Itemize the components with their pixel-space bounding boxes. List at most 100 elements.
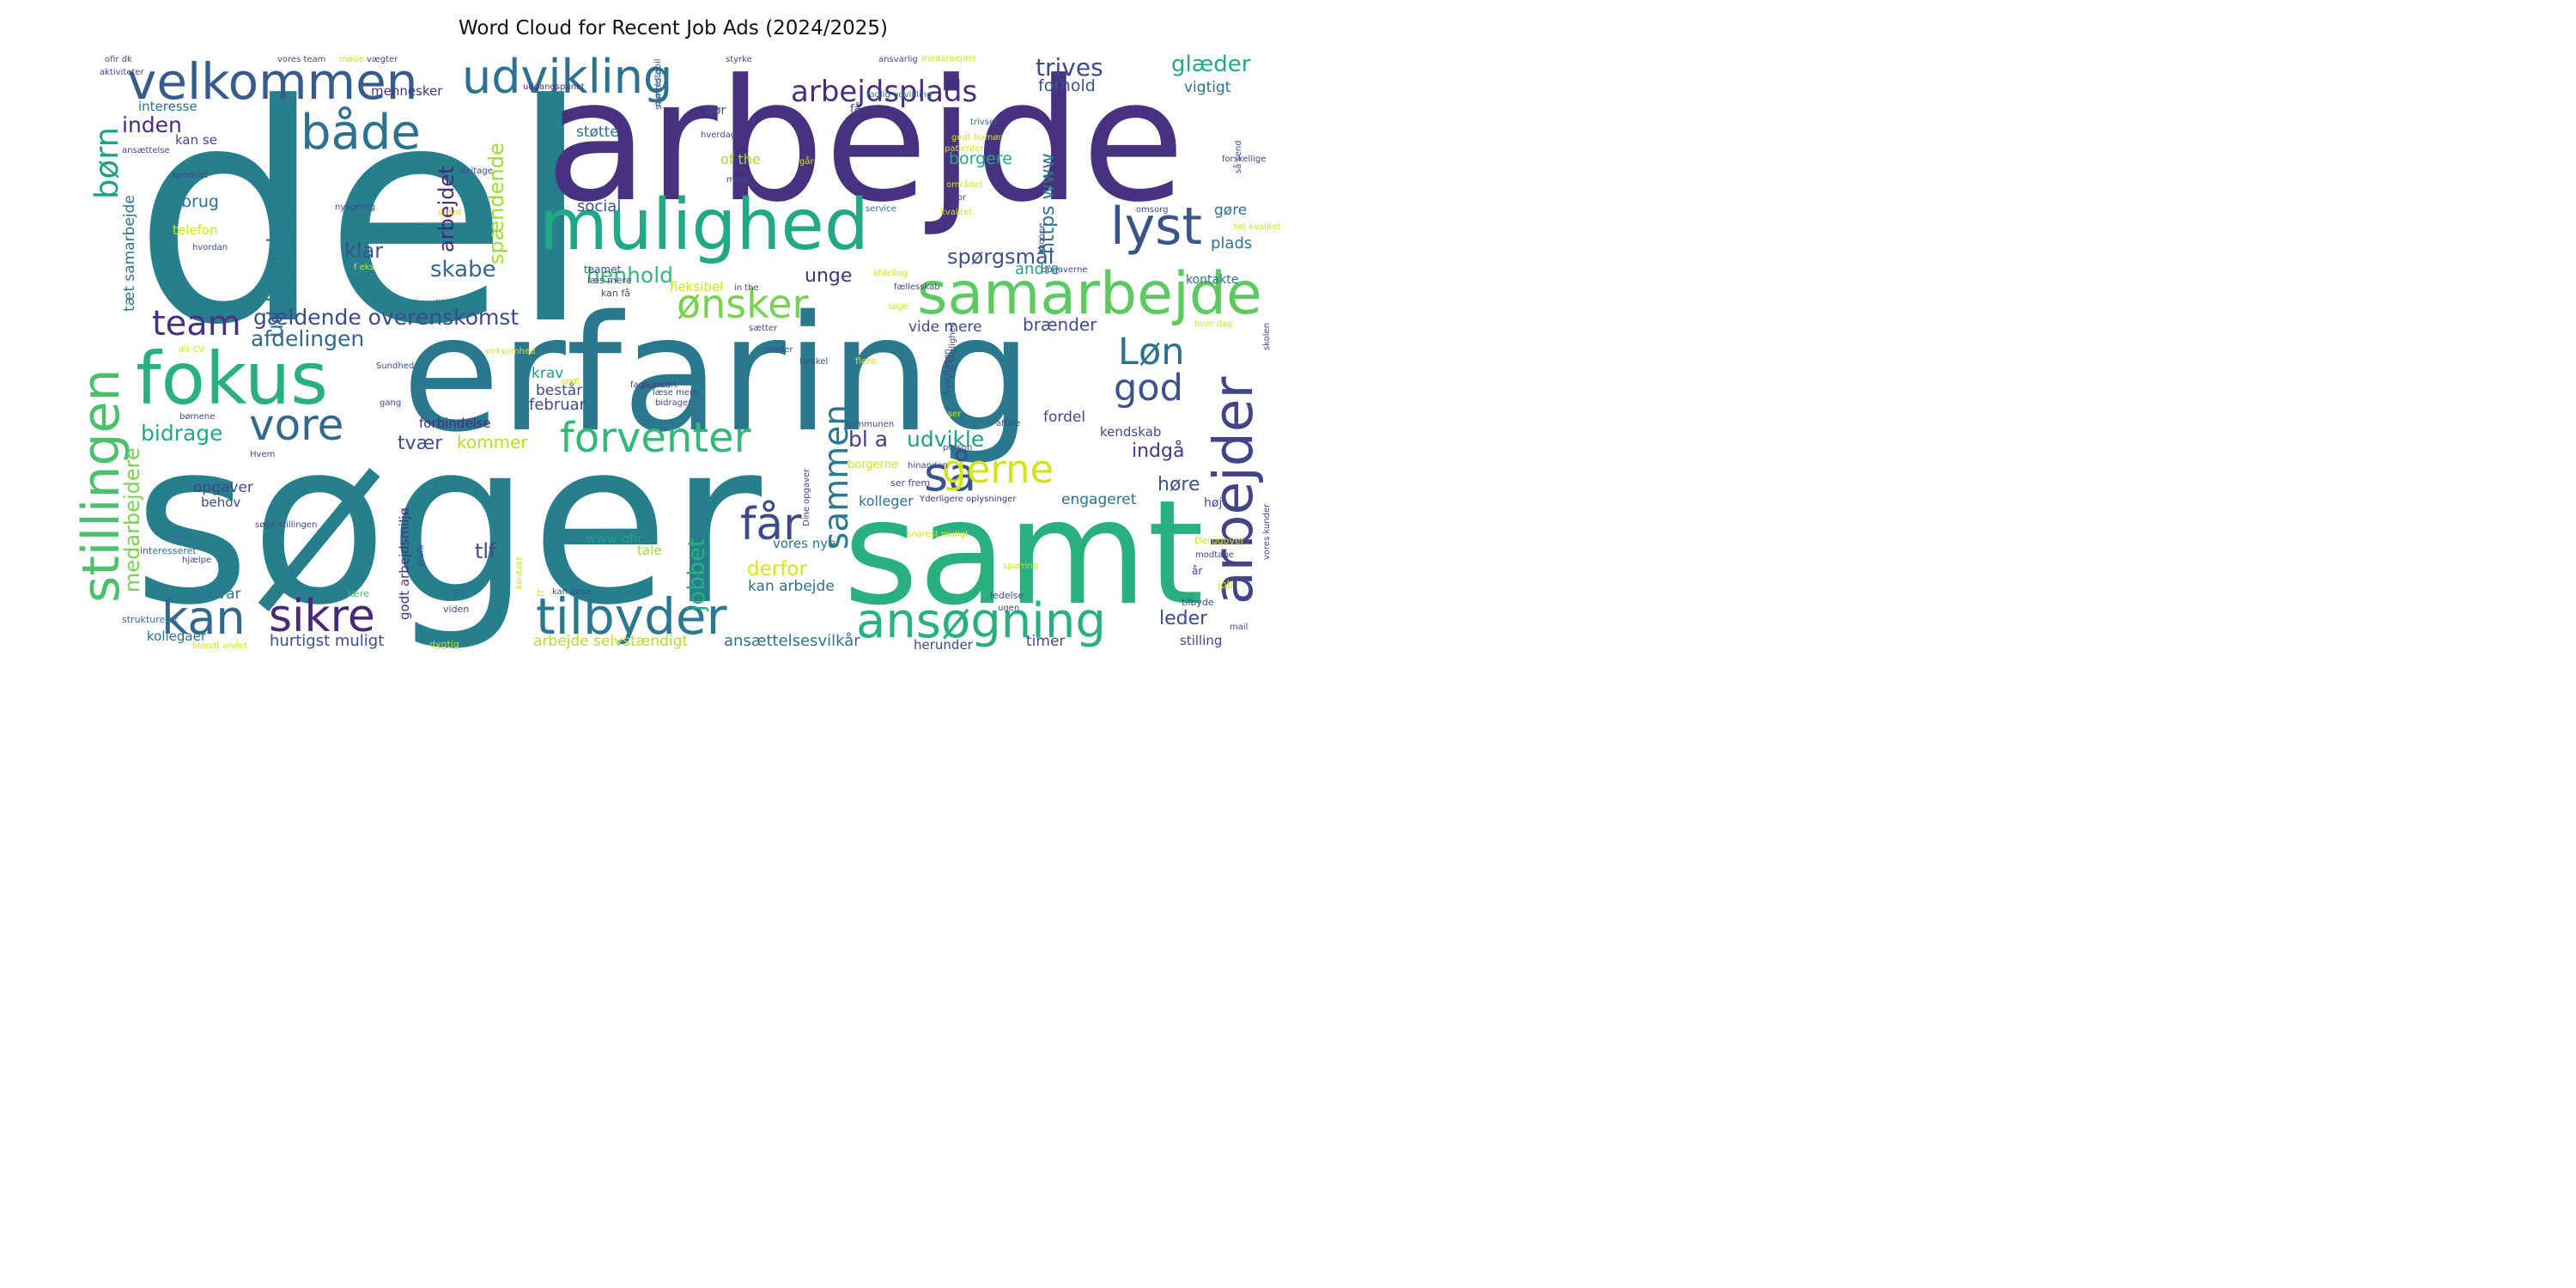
word-sammen: sammen bbox=[817, 404, 856, 550]
word-ofir-dk: ofir dk bbox=[105, 55, 132, 64]
word-henhold: henhold bbox=[586, 263, 673, 288]
word-plads: plads bbox=[1211, 234, 1252, 252]
word-lyst: lyst bbox=[1110, 197, 1202, 257]
word-ansat: ansat bbox=[438, 208, 462, 217]
word-kollegaer: kollegaer bbox=[147, 629, 207, 644]
word-møder: møder bbox=[765, 345, 793, 355]
word-udgangspunkt: udgangspunkt bbox=[523, 82, 585, 92]
word-https-www: https www bbox=[1037, 153, 1059, 254]
word-opgaver: opgaver bbox=[193, 479, 253, 496]
word-tilbyde: tilbyde bbox=[1182, 597, 1214, 608]
chart-title: Word Cloud for Recent Job Ads (2024/2025… bbox=[459, 17, 888, 39]
word-of-the: of the bbox=[720, 151, 761, 167]
word-borgere: borgere bbox=[949, 149, 1012, 168]
word-udvikle: udvikle bbox=[907, 427, 984, 452]
word-samarbejde: samarbejde bbox=[917, 260, 1262, 328]
word-unge: unge bbox=[805, 265, 852, 287]
word-altid: altid bbox=[430, 299, 449, 308]
word-ved: ved bbox=[445, 585, 469, 600]
word-gang: gang bbox=[380, 398, 401, 408]
word-ser-frem: ser frem bbox=[890, 477, 930, 489]
word-dit-cv: dit CV bbox=[179, 345, 204, 355]
word-vide-mere: vide mere bbox=[908, 319, 982, 336]
word-ansvarlig: ansvarlig bbox=[878, 55, 918, 64]
word-fordel: fordel bbox=[1043, 409, 1085, 426]
word-hverdagen: hverdagen bbox=[943, 349, 952, 395]
word-bidrage: bidrage bbox=[141, 421, 223, 446]
word-omsorg: omsorg bbox=[1136, 205, 1168, 215]
word-spørgsmål: spørgsmål bbox=[947, 244, 1054, 269]
word-skabe: skabe bbox=[430, 257, 496, 283]
word-trives: trives bbox=[1036, 53, 1103, 82]
word-konne: konne bbox=[1037, 223, 1047, 249]
word-klar: klar bbox=[344, 239, 383, 263]
word-medarbejder: medarbejder bbox=[921, 54, 977, 64]
word-aktiviteter: aktiviteter bbox=[100, 68, 144, 77]
word-fællesskab: fællesskab bbox=[894, 283, 940, 292]
word-tvær: tvær bbox=[398, 433, 443, 454]
word-dine-opgaver: Dine opgaver bbox=[802, 468, 811, 526]
word-kommer: kommer bbox=[457, 432, 528, 453]
word-indgå: indgå bbox=[1132, 440, 1184, 462]
word-snarest-muligt: snarest muligt bbox=[907, 530, 969, 539]
word-vore: vore bbox=[249, 400, 343, 450]
word-ansvar: ansvar bbox=[191, 586, 241, 603]
word-forbindelse: forbindelse bbox=[419, 416, 491, 431]
word-forventer: forventer bbox=[560, 414, 751, 462]
word-afdelingen: afdelingen bbox=[251, 326, 364, 351]
word-uddannelse: uddannelse bbox=[263, 213, 288, 337]
word-samt: samt bbox=[843, 469, 1204, 637]
word-bl-a: bl a bbox=[848, 427, 888, 452]
word-ledelse: ledelse bbox=[990, 590, 1024, 601]
word-måske: måske bbox=[162, 532, 191, 543]
word-kan-få: kan få bbox=[601, 288, 630, 299]
word-gerne: gerne bbox=[942, 447, 1054, 492]
word-fleksibel: fleksibel bbox=[670, 279, 723, 295]
word-kan-arbejde: kan arbejde bbox=[748, 578, 835, 595]
word-borgerne: borgerne bbox=[848, 459, 898, 471]
word-yderligere-oplysninger: Yderligere oplysninger bbox=[919, 495, 1017, 504]
word-området: området bbox=[946, 179, 983, 190]
word-engageret: engageret bbox=[1061, 491, 1137, 508]
word-gør: gør bbox=[706, 104, 726, 118]
word-social: social bbox=[577, 197, 621, 216]
word-arbejde: arbejde bbox=[545, 44, 1185, 240]
word-f-eks: f eks bbox=[354, 263, 374, 272]
word-vægter: vægter bbox=[367, 55, 398, 64]
word-tæt-samarbejde: tæt samarbejde bbox=[121, 195, 138, 312]
word-service: service bbox=[866, 204, 896, 214]
word-jobbet: jobbet bbox=[683, 538, 710, 613]
word-går: går bbox=[799, 155, 814, 167]
word-samtidig: samtidig bbox=[653, 69, 664, 110]
word-løn: Løn bbox=[1118, 331, 1185, 374]
word-høre: høre bbox=[1157, 474, 1200, 495]
word-får: får bbox=[740, 499, 802, 550]
word-nysgerrig: nysgerrig bbox=[335, 203, 375, 212]
word-mail: mail bbox=[1230, 623, 1248, 632]
word-inden: inden bbox=[122, 112, 182, 137]
word-sparring: sparring bbox=[1003, 562, 1038, 571]
word-vores-team: vores team bbox=[277, 55, 325, 64]
word-lære: lære bbox=[348, 588, 369, 599]
word-højt: højt bbox=[1204, 496, 1227, 510]
word-forhold: forhold bbox=[1038, 76, 1096, 95]
word-telefon: telefon bbox=[173, 222, 217, 238]
word-godt: godt bbox=[561, 377, 580, 386]
word-deltage: deltage bbox=[460, 167, 493, 176]
word-gøre: gøre bbox=[1214, 202, 1247, 219]
word-så-send: så send bbox=[1232, 140, 1243, 173]
word-møde: møde bbox=[339, 55, 363, 64]
word-arbejdsplads: arbejdsplads bbox=[791, 75, 977, 109]
word-teamet: teamet bbox=[584, 264, 622, 276]
word-flere: flere bbox=[855, 355, 877, 367]
word-børn: børn bbox=[88, 127, 125, 199]
word-kørekort: kørekort bbox=[172, 171, 208, 180]
word-støtte: støtte bbox=[576, 124, 619, 141]
word-erfaring: erfaring bbox=[402, 281, 1032, 467]
word-brug: brug bbox=[181, 192, 219, 211]
word-mulighed: mulighed bbox=[539, 185, 869, 266]
word-trivsel: trivsel bbox=[970, 118, 997, 127]
word-interesseret: interesseret bbox=[140, 545, 197, 556]
word-hverdag: hverdag bbox=[701, 131, 736, 140]
